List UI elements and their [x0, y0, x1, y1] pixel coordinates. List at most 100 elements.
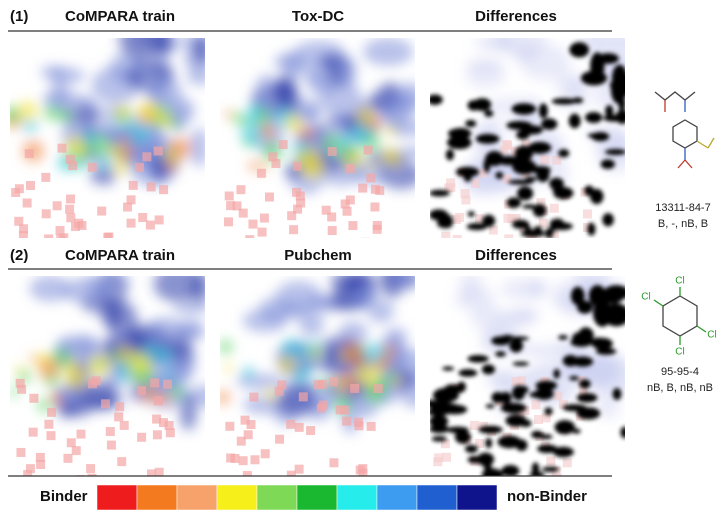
diff-spot	[519, 419, 532, 428]
blob	[23, 118, 38, 134]
diff-spot	[430, 400, 442, 407]
cell	[226, 453, 236, 463]
cell	[562, 458, 572, 468]
blob	[398, 91, 415, 117]
cell	[256, 168, 266, 178]
cell	[278, 140, 288, 150]
diff-spot	[481, 364, 496, 375]
diff-spot	[534, 388, 554, 400]
cell	[268, 152, 278, 162]
cell	[370, 202, 380, 212]
cell	[66, 194, 76, 204]
blob	[245, 110, 260, 125]
diff-spot	[569, 42, 590, 58]
blob	[189, 127, 205, 167]
cell	[329, 458, 339, 468]
cell	[52, 201, 62, 211]
diff-spot	[454, 430, 471, 444]
cell	[370, 184, 380, 194]
blob	[281, 338, 303, 359]
diff-spot	[572, 97, 584, 104]
diff-spot	[497, 155, 520, 166]
diff-spot	[579, 379, 591, 389]
diff-spot	[587, 222, 596, 236]
blob	[220, 339, 233, 355]
cell	[249, 392, 259, 402]
diff-spot	[495, 351, 506, 357]
diff-spot	[602, 303, 625, 327]
cell	[293, 204, 303, 214]
cell	[44, 234, 54, 238]
diff-spot	[512, 159, 537, 175]
cell	[475, 438, 485, 448]
blob	[80, 276, 132, 290]
cell	[76, 429, 86, 439]
cell	[15, 378, 25, 388]
diff-spot	[591, 132, 610, 142]
diff-spot	[597, 53, 619, 64]
cell	[66, 213, 76, 223]
blob	[348, 123, 371, 146]
diff-spot	[430, 94, 443, 105]
diff-spot	[466, 223, 487, 231]
diff-spot	[511, 219, 530, 229]
blob	[118, 38, 166, 60]
blob	[100, 301, 124, 327]
diff-spot	[475, 133, 500, 144]
blob	[29, 353, 38, 363]
cell	[154, 467, 164, 476]
cell	[117, 457, 127, 467]
cell	[18, 231, 28, 238]
blob	[89, 165, 118, 185]
diff-spot	[467, 354, 489, 363]
cell	[298, 392, 308, 402]
cell	[521, 139, 531, 149]
diff-spot	[506, 197, 521, 209]
blob	[220, 390, 231, 405]
blob	[156, 38, 174, 57]
diff-spot	[612, 387, 622, 401]
cell	[460, 189, 470, 199]
diff-spot	[531, 165, 551, 175]
cell	[549, 230, 559, 238]
diff-spot	[576, 300, 593, 314]
cell	[74, 218, 84, 228]
cell	[469, 420, 479, 430]
blob	[318, 80, 362, 116]
diff-spot	[467, 455, 482, 464]
atom-label: Cl	[675, 276, 684, 287]
diff-spot	[506, 120, 533, 130]
cell	[271, 158, 281, 168]
molecule-2	[653, 287, 707, 345]
blob	[17, 100, 39, 122]
blob	[363, 38, 414, 66]
diff-spot	[572, 428, 581, 434]
panel-title: CoMPARA train	[65, 247, 175, 264]
blob	[285, 113, 303, 132]
heatmap	[430, 38, 625, 238]
diff-spot	[603, 285, 625, 301]
heatmap-panel	[430, 38, 625, 238]
cell	[353, 417, 363, 427]
cell	[246, 420, 256, 430]
cell	[440, 439, 450, 449]
diff-spot	[532, 204, 547, 218]
blob	[137, 368, 153, 385]
blob	[165, 159, 179, 173]
cell	[434, 453, 444, 463]
cell	[238, 208, 248, 218]
blob	[192, 38, 205, 65]
blob	[367, 299, 395, 323]
blob	[172, 301, 205, 314]
panel-title: Pubchem	[284, 247, 352, 264]
cell	[250, 455, 260, 465]
cell	[128, 180, 138, 190]
blob	[355, 404, 377, 418]
cell	[317, 379, 327, 389]
diff-spot	[514, 146, 531, 159]
cell	[340, 199, 350, 209]
cell	[372, 224, 382, 234]
blob	[61, 105, 101, 125]
cell	[582, 222, 592, 232]
blob	[150, 153, 170, 182]
